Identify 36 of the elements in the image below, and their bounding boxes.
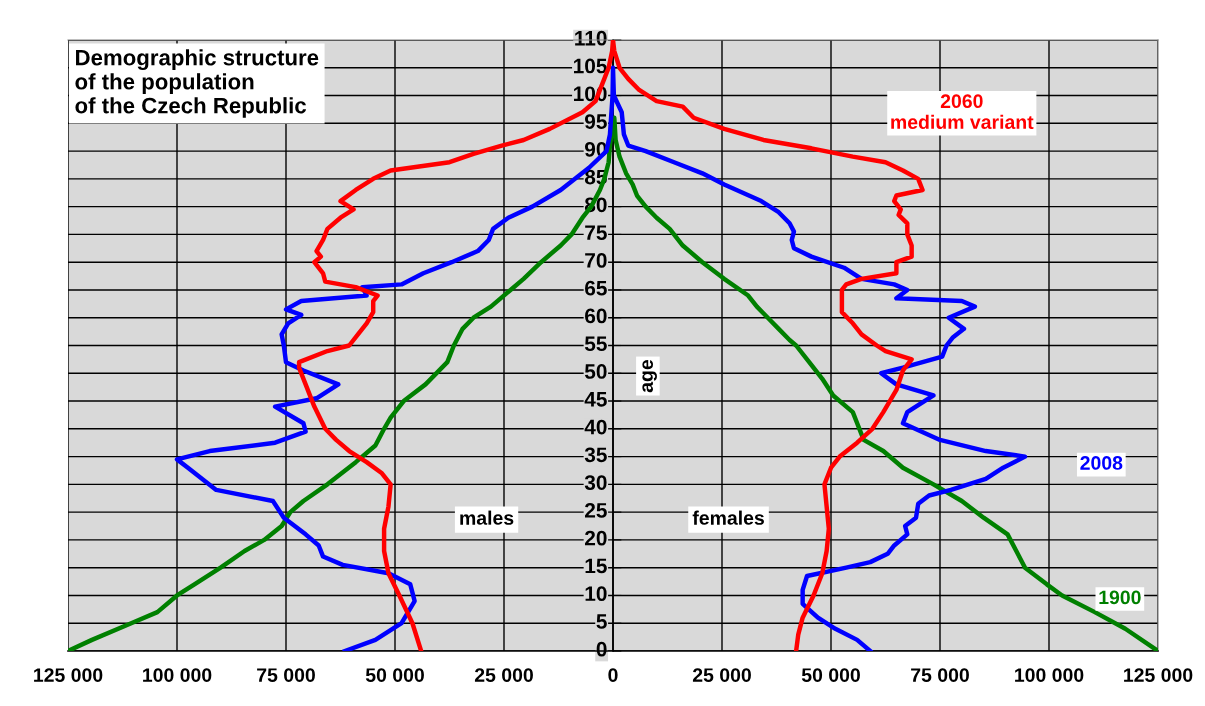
x-tick-label: 100 000 [1015, 668, 1084, 682]
y-tick-label: 75 [585, 225, 607, 240]
y-tick-label: 15 [585, 558, 607, 574]
y-tick-label: 95 [585, 114, 607, 129]
series-label: 2060 medium variant [891, 94, 1034, 130]
y-tick-label: 110 [575, 30, 607, 46]
text: 2008 [1080, 456, 1123, 470]
text: Demographic structure of the population of the Czech Republic [75, 49, 319, 118]
y-tick-label: 60 [585, 308, 607, 324]
y-tick-label: 35 [584, 447, 607, 463]
y-tick-label: 40 [584, 419, 607, 435]
x-tick-label: 25 000 [474, 668, 533, 682]
y-tick-label: 10 [585, 586, 607, 602]
series-label: 1900 [1099, 590, 1141, 605]
y-tick-label: 70 [585, 253, 607, 268]
annotation: males [460, 510, 514, 525]
x-tick-label: 125 000 [34, 668, 103, 682]
y-tick-label: 5 [596, 614, 607, 629]
x-tick-label: 50 000 [801, 668, 860, 682]
x-tick-label: 75 000 [257, 668, 315, 682]
annotation: females [692, 510, 764, 525]
y-axis-title: age [642, 359, 657, 393]
y-tick-label: 50 [584, 364, 607, 379]
x-tick-label: 125 000 [1124, 668, 1193, 682]
y-tick-label: 105 [574, 58, 607, 74]
x-tick-label: 75 000 [911, 668, 969, 682]
y-tick-label: 45 [584, 392, 607, 407]
x-tick-label: 100 000 [143, 668, 212, 682]
y-tick-label: 20 [585, 530, 607, 546]
y-tick-label: 55 [584, 336, 607, 352]
y-tick-label: 30 [584, 475, 607, 490]
y-tick-label: 65 [585, 280, 607, 296]
x-tick-label: 50 000 [365, 668, 424, 682]
y-tick-label: 25 [585, 502, 607, 518]
x-tick-label: 0 [608, 668, 618, 682]
x-tick-label: 25 000 [692, 668, 751, 682]
